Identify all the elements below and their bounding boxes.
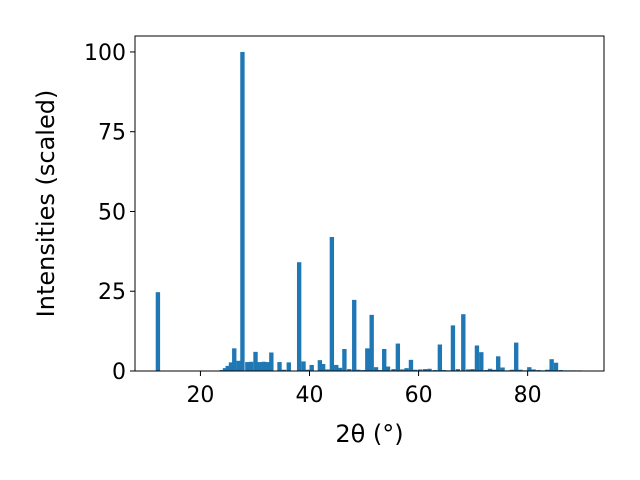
x-tick-label: 80 xyxy=(514,383,542,408)
bar xyxy=(479,352,484,371)
bar xyxy=(549,359,554,371)
bar xyxy=(369,314,374,371)
bar xyxy=(305,369,310,371)
bar xyxy=(281,369,287,371)
bar xyxy=(309,364,314,371)
bar xyxy=(325,369,330,371)
bar xyxy=(500,367,505,371)
bar xyxy=(514,342,519,371)
bar xyxy=(248,361,254,371)
x-axis-label: 2θ (°) xyxy=(335,420,403,448)
bar xyxy=(257,362,262,371)
bar xyxy=(373,367,379,371)
bar xyxy=(356,369,361,371)
y-tick-label: 25 xyxy=(98,280,126,305)
bar xyxy=(527,367,532,371)
bar xyxy=(418,369,423,371)
bar xyxy=(269,352,274,371)
bar xyxy=(352,299,357,371)
bar xyxy=(382,348,387,371)
bar xyxy=(301,361,306,371)
bar xyxy=(450,325,456,371)
x-axis-ticks: 20 40 60 80 xyxy=(186,371,542,408)
bar xyxy=(413,369,418,371)
bar xyxy=(317,360,323,371)
y-axis-label: Intensities (scaled) xyxy=(32,90,60,318)
bar xyxy=(385,366,391,371)
bar xyxy=(236,360,241,371)
bar xyxy=(240,51,245,371)
bar xyxy=(545,369,550,371)
bar xyxy=(225,365,230,371)
bar xyxy=(455,369,461,371)
bar xyxy=(253,351,258,371)
bar xyxy=(553,362,559,371)
bar xyxy=(474,345,480,371)
bar xyxy=(531,369,536,371)
x-tick-label: 60 xyxy=(405,383,433,408)
bar xyxy=(408,359,414,371)
bar xyxy=(427,368,432,371)
x-tick-label: 40 xyxy=(296,383,324,408)
bar xyxy=(296,262,302,371)
bar xyxy=(329,237,335,371)
bar xyxy=(337,367,343,371)
bar xyxy=(320,363,326,371)
bar xyxy=(245,362,250,371)
bar xyxy=(228,362,234,371)
bar xyxy=(487,368,493,371)
y-tick-label: 100 xyxy=(84,41,126,66)
bar xyxy=(496,356,501,371)
y-tick-label: 75 xyxy=(98,121,126,146)
bar xyxy=(347,369,352,371)
bar xyxy=(437,344,443,371)
bar xyxy=(404,368,409,371)
x-tick-label: 20 xyxy=(186,383,214,408)
bar xyxy=(277,362,282,371)
bar xyxy=(422,369,428,371)
bar xyxy=(261,361,266,371)
plot-frame xyxy=(134,35,605,372)
bar xyxy=(232,348,237,371)
bars-group xyxy=(155,51,582,371)
y-tick-label: 50 xyxy=(98,200,126,225)
bar xyxy=(518,369,523,371)
bar xyxy=(400,369,405,371)
bar xyxy=(286,362,291,371)
bar xyxy=(466,369,471,371)
y-axis-ticks: 0 25 50 75 100 xyxy=(84,41,135,385)
bar xyxy=(491,369,497,371)
bar xyxy=(470,369,475,371)
bar xyxy=(365,348,370,371)
bar xyxy=(334,364,339,371)
bar xyxy=(222,368,228,371)
bar xyxy=(155,292,161,371)
y-tick-label: 0 xyxy=(112,360,126,385)
bar xyxy=(391,369,396,371)
bar xyxy=(509,369,515,371)
bar xyxy=(395,343,401,371)
bar xyxy=(265,362,270,371)
bar xyxy=(461,314,466,371)
bar xyxy=(342,348,347,371)
